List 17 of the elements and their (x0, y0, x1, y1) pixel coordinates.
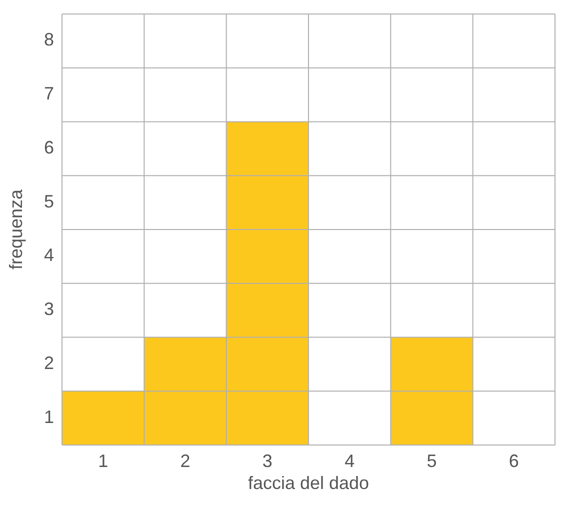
y-tick-label: 6 (44, 137, 54, 158)
x-tick-label: 1 (98, 451, 108, 471)
x-axis-title: faccia del dado (248, 473, 370, 493)
y-tick-label: 2 (44, 352, 54, 373)
x-tick-label: 3 (262, 451, 272, 471)
x-tick-label: 5 (426, 451, 437, 471)
y-tick-label: 5 (44, 191, 54, 212)
y-tick-label: 8 (44, 30, 54, 50)
bar (390, 337, 473, 445)
x-tick-label: 4 (344, 451, 355, 471)
y-tick-label: 1 (44, 406, 54, 427)
y-tick-label: 3 (44, 299, 54, 320)
x-tick-label: 6 (508, 451, 519, 471)
y-tick-label: 7 (44, 84, 54, 104)
y-axis-title: frequenza (6, 188, 26, 270)
x-tick-label: 2 (180, 451, 190, 471)
y-tick-label: 4 (44, 245, 54, 266)
